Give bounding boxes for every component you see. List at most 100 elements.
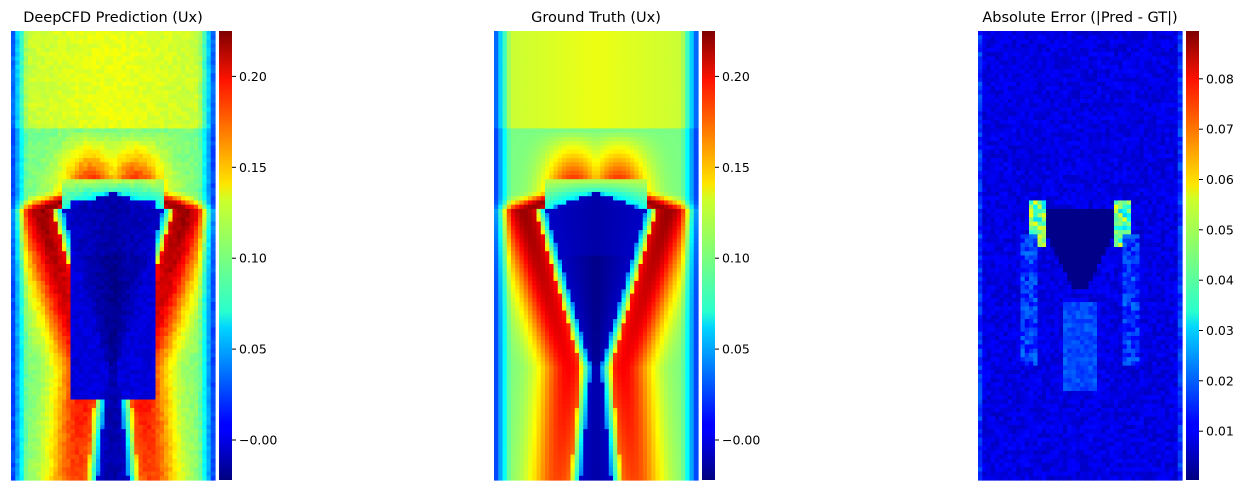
heatmap-cell — [49, 386, 55, 392]
heatmap-cell — [117, 365, 123, 371]
heatmap-cell — [193, 463, 199, 468]
heatmap-cell — [121, 357, 127, 362]
heatmap-cell — [91, 217, 97, 223]
heatmap-cell — [134, 191, 140, 197]
heatmap-cell — [117, 424, 123, 430]
heatmap-cell — [91, 162, 97, 168]
heatmap-cell — [134, 217, 140, 223]
heatmap-cell — [53, 158, 59, 163]
heatmap-cell — [15, 450, 21, 456]
heatmap-cell — [181, 35, 186, 41]
heatmap-cell — [87, 327, 93, 333]
heatmap-cell — [32, 446, 38, 451]
heatmap-cell — [142, 289, 148, 295]
heatmap-cell — [147, 149, 152, 155]
heatmap-cell — [15, 200, 21, 206]
heatmap-cell — [36, 344, 42, 350]
heatmap-cell — [151, 335, 157, 341]
heatmap-cell — [100, 276, 106, 282]
heatmap-cell — [28, 255, 33, 261]
heatmap-cell — [15, 221, 21, 227]
heatmap-cell — [11, 297, 16, 303]
heatmap-cell — [164, 467, 169, 473]
heatmap-cell — [155, 369, 161, 375]
heatmap-cell — [206, 458, 212, 464]
heatmap-cell — [185, 90, 191, 96]
heatmap-cell — [134, 238, 140, 244]
heatmap-cell — [168, 446, 174, 451]
heatmap-cell — [151, 204, 157, 210]
heatmap-cell — [134, 242, 140, 248]
heatmap-cell — [151, 348, 157, 354]
heatmap-cell — [32, 395, 38, 401]
heatmap-cell — [138, 221, 144, 227]
heatmap-cell — [176, 234, 182, 240]
heatmap-cell — [130, 124, 135, 130]
heatmap-cell — [168, 213, 174, 218]
heatmap-cell — [100, 73, 106, 79]
heatmap-cell — [40, 302, 46, 307]
heatmap-cell — [159, 43, 165, 49]
heatmap-cell — [91, 94, 97, 100]
heatmap-cell — [210, 234, 216, 240]
heatmap-cell — [138, 158, 144, 163]
heatmap-cell — [70, 437, 76, 443]
heatmap-cell — [130, 111, 135, 117]
heatmap-cell — [147, 310, 152, 316]
heatmap-cell — [100, 230, 106, 235]
heatmap-cell — [32, 323, 38, 329]
heatmap-cell — [32, 115, 38, 121]
heatmap-cell — [66, 369, 72, 375]
heatmap-cell — [147, 153, 152, 159]
heatmap-cell — [32, 344, 38, 350]
heatmap-cell — [74, 204, 80, 210]
heatmap-cell — [19, 170, 25, 176]
heatmap-cell — [138, 56, 144, 62]
heatmap-cell — [62, 323, 67, 329]
heatmap-cell — [176, 225, 182, 231]
heatmap-cell — [83, 200, 89, 206]
heatmap-cell — [117, 263, 123, 269]
heatmap-cell — [45, 81, 50, 87]
heatmap-cell — [210, 395, 216, 401]
heatmap-cell — [87, 361, 93, 367]
heatmap-cell — [151, 94, 157, 100]
heatmap-cell — [210, 463, 216, 468]
heatmap-cell — [91, 43, 97, 49]
heatmap-cell — [164, 158, 169, 163]
heatmap-cell — [142, 285, 148, 290]
heatmap-cell — [125, 86, 131, 91]
heatmap-cell — [155, 399, 161, 405]
heatmap-cell — [202, 145, 208, 151]
heatmap-cell — [45, 310, 50, 316]
heatmap-cell — [104, 361, 110, 367]
heatmap-cell — [121, 424, 127, 430]
heatmap-cell — [49, 128, 55, 134]
heatmap-cell — [172, 374, 178, 379]
heatmap-cell — [117, 407, 123, 413]
heatmap-cell — [168, 217, 174, 223]
heatmap-cell — [87, 115, 93, 121]
heatmap-cell — [66, 115, 72, 121]
heatmap-cell — [70, 221, 76, 227]
heatmap-cell — [210, 352, 216, 358]
heatmap-cell — [96, 213, 101, 218]
heatmap-cell — [210, 124, 216, 130]
heatmap-cell — [168, 268, 174, 274]
heatmap-cell — [66, 81, 72, 87]
heatmap-cell — [138, 399, 144, 405]
heatmap-cell — [125, 446, 131, 451]
heatmap-cell — [45, 183, 50, 189]
heatmap-cell — [168, 314, 174, 320]
heatmap-cell — [108, 90, 114, 96]
heatmap-cell — [206, 128, 212, 134]
heatmap-cell — [121, 221, 127, 227]
heatmap-cell — [155, 187, 161, 193]
heatmap-cell — [142, 420, 148, 426]
heatmap-cell — [108, 352, 114, 358]
heatmap-cell — [206, 111, 212, 117]
heatmap-cell — [206, 77, 212, 83]
heatmap-cell — [108, 119, 114, 125]
heatmap-cell — [96, 429, 101, 435]
heatmap-cell — [45, 225, 50, 231]
